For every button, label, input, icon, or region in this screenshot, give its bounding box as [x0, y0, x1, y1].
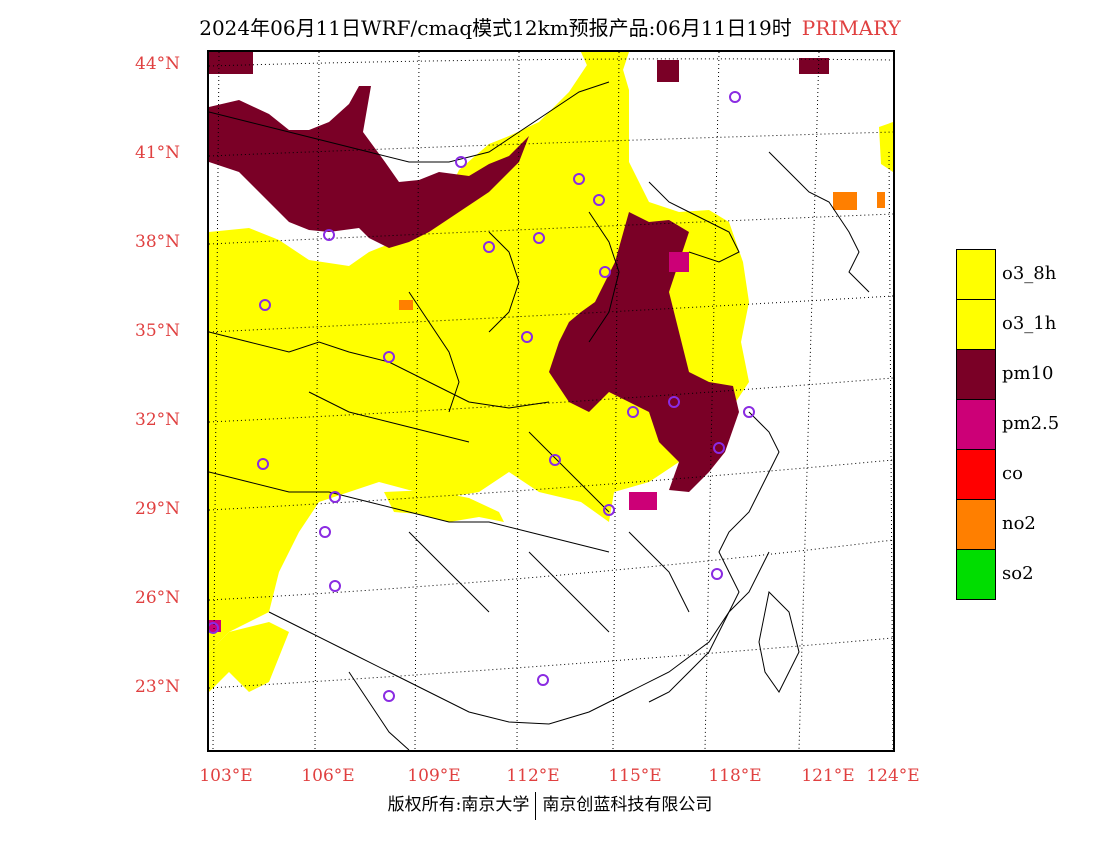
map-title: 2024年06月11日WRF/cmaq模式12km预报产品:06月11日19时 P… [0, 12, 1100, 41]
lat-label-44: 44°N [135, 54, 181, 74]
station-marker [329, 580, 341, 592]
station-marker [383, 351, 395, 363]
legend-swatch-pm10 [956, 349, 996, 399]
station-markers [209, 91, 755, 702]
lon-label-115: 115°E [608, 766, 662, 786]
legend-swatch-no2 [956, 499, 996, 549]
legend-label-co: co [1002, 463, 1023, 484]
station-marker [257, 458, 269, 470]
lat-label-32: 32°N [135, 410, 181, 430]
footer-right: 南京创蓝科技有限公司 [542, 795, 713, 815]
legend-label-pm10: pm10 [1002, 363, 1054, 384]
legend-item-pm2-5: pm2.5 [956, 399, 1086, 449]
legend-item-no2: no2 [956, 499, 1086, 549]
station-marker [668, 396, 680, 408]
station-marker [743, 406, 755, 418]
station-marker [533, 232, 545, 244]
lat-label-23: 23°N [135, 677, 181, 697]
legend-label-o3-1h: o3_1h [1002, 313, 1057, 334]
station-marker [711, 568, 723, 580]
lat-label-29: 29°N [135, 499, 181, 519]
station-marker [329, 491, 341, 503]
station-marker [483, 241, 495, 253]
graticule [209, 52, 893, 750]
lon-label-106: 106°E [301, 766, 355, 786]
station-marker [323, 229, 335, 241]
legend-swatch-o3-8h [956, 249, 996, 299]
map-svg [209, 52, 893, 750]
lat-label-38: 38°N [135, 232, 181, 252]
copyright-footer: 版权所有:南京大学 南京创蓝科技有限公司 [0, 790, 1100, 820]
lat-label-26: 26°N [135, 588, 181, 608]
station-marker [259, 299, 271, 311]
legend-swatch-pm2-5 [956, 399, 996, 449]
lon-label-109: 109°E [407, 766, 461, 786]
o3-region [209, 52, 893, 692]
station-marker [729, 91, 741, 103]
lon-label-118: 118°E [708, 766, 762, 786]
pm10-region [209, 52, 829, 492]
legend-item-pm10: pm10 [956, 349, 1086, 399]
boundary-lines [209, 81, 870, 750]
legend: o3_8h o3_1h pm10 pm2.5 co no2 so2 [956, 249, 1086, 600]
station-marker [209, 622, 219, 634]
no2-region [399, 192, 885, 310]
station-marker [319, 526, 331, 538]
legend-item-o3-8h: o3_8h [956, 249, 1086, 299]
lat-label-41: 41°N [135, 143, 181, 163]
legend-label-no2: no2 [1002, 513, 1036, 534]
legend-swatch-so2 [956, 549, 996, 600]
legend-label-o3-8h: o3_8h [1002, 263, 1057, 284]
legend-item-co: co [956, 449, 1086, 499]
station-marker [549, 454, 561, 466]
station-marker [599, 266, 611, 278]
footer-separator [535, 791, 537, 820]
lon-label-112: 112°E [506, 766, 560, 786]
legend-item-o3-1h: o3_1h [956, 299, 1086, 349]
station-marker [455, 156, 467, 168]
lon-label-103: 103°E [199, 766, 253, 786]
station-marker [593, 194, 605, 206]
lon-label-124: 124°E [866, 766, 920, 786]
map-canvas [207, 50, 895, 752]
lon-label-121: 121°E [801, 766, 855, 786]
legend-label-pm2-5: pm2.5 [1002, 413, 1060, 434]
station-marker [383, 690, 395, 702]
station-marker [713, 442, 725, 454]
title-main: 2024年06月11日WRF/cmaq模式12km预报产品:06月11日19时 [199, 16, 792, 40]
legend-swatch-co [956, 449, 996, 499]
title-primary-tag: PRIMARY [801, 16, 901, 40]
station-marker [627, 406, 639, 418]
legend-swatch-o3-1h [956, 299, 996, 349]
legend-label-so2: so2 [1002, 563, 1034, 584]
station-marker [573, 173, 585, 185]
station-marker [521, 331, 533, 343]
lat-label-35: 35°N [135, 321, 181, 341]
footer-left: 版权所有:南京大学 [387, 795, 530, 815]
station-marker [603, 504, 615, 516]
station-marker [537, 674, 549, 686]
legend-item-so2: so2 [956, 549, 1086, 600]
